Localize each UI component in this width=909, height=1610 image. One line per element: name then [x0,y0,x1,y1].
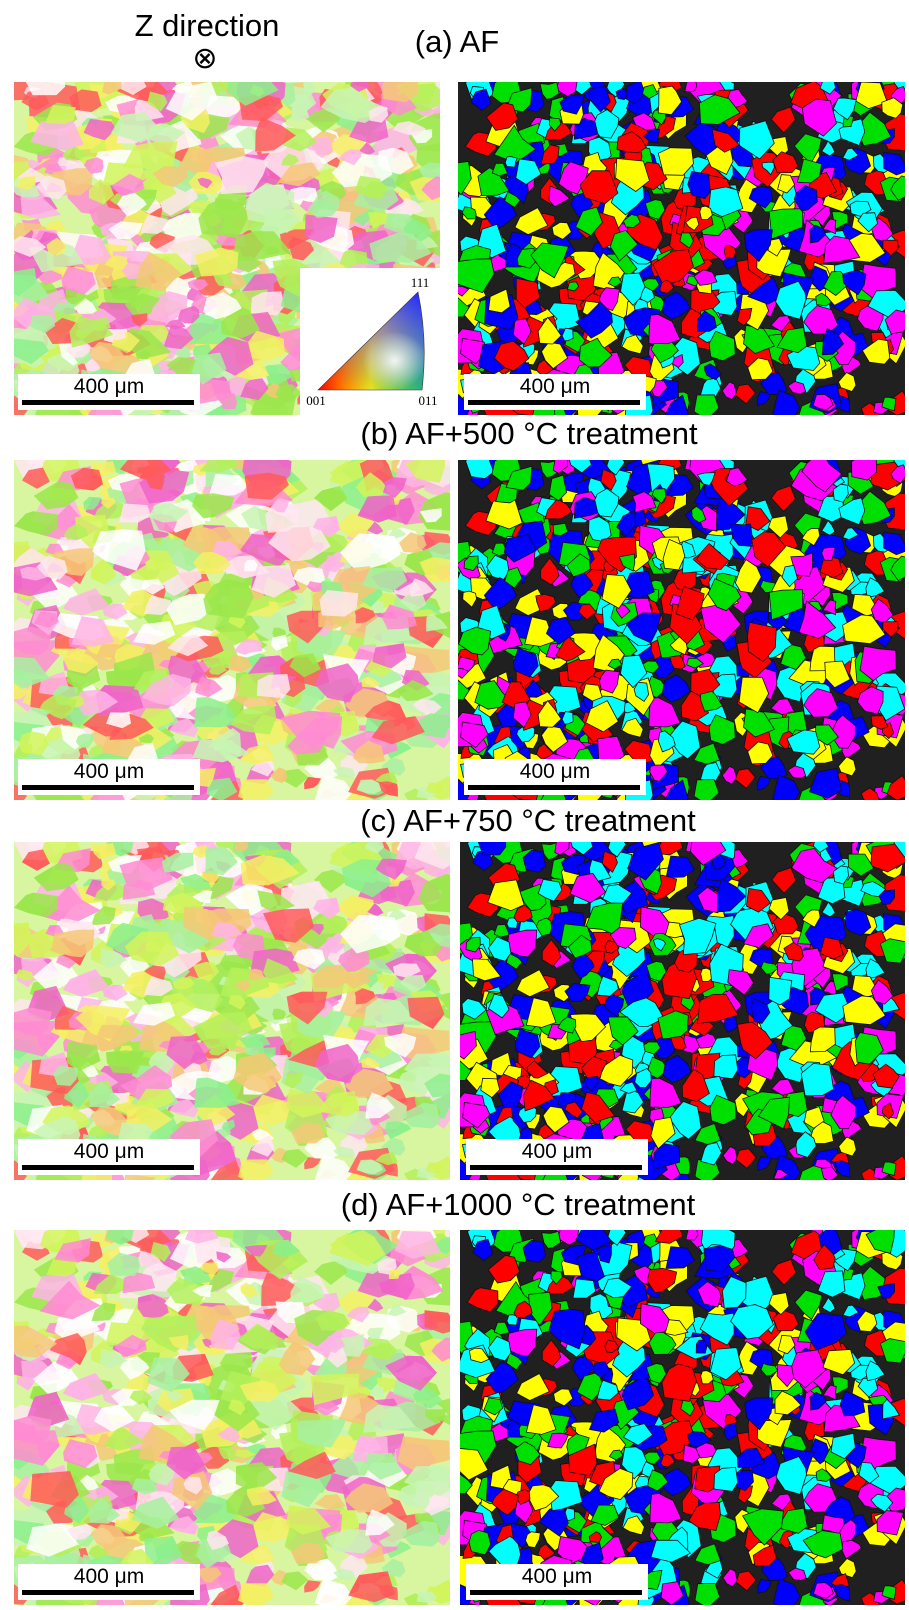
scale-bar-label: 400 μm [520,375,590,398]
grain-map: 400 μm [445,830,909,1192]
scale-bar-label: 400 μm [74,375,144,398]
scale-bar [468,785,640,790]
grain [238,779,274,805]
grain [694,395,719,420]
grain [382,70,418,103]
axis-label: Z direction [135,8,280,43]
grain [26,71,65,96]
grain [685,78,697,91]
scale-bar [468,400,640,405]
grain [616,89,628,100]
grain-map: 400 μm [443,70,909,427]
scale-bar-label: 400 μm [520,760,590,783]
page: Z direction ⊗ 400 μm 400 μm 400 μm 400 μm 40… [0,0,909,1610]
grain [852,448,877,480]
figure: Z direction ⊗ 400 μm 400 μm 400 μm 400 μm 40… [0,0,909,1605]
scale-bar-label: 400 μm [74,1140,144,1163]
scale-bar-label: 400 μm [74,760,144,783]
ipf-map: 400 μm [0,448,477,812]
scale-bar [22,400,194,405]
direction-symbol: ⊗ [192,42,217,75]
scale-bar [22,1165,194,1170]
grain [694,780,719,805]
ipf-map: 400 μm [0,830,477,1192]
grain-map: 400 μm [443,448,909,812]
scale-bar [22,785,194,790]
grain [238,1159,274,1185]
